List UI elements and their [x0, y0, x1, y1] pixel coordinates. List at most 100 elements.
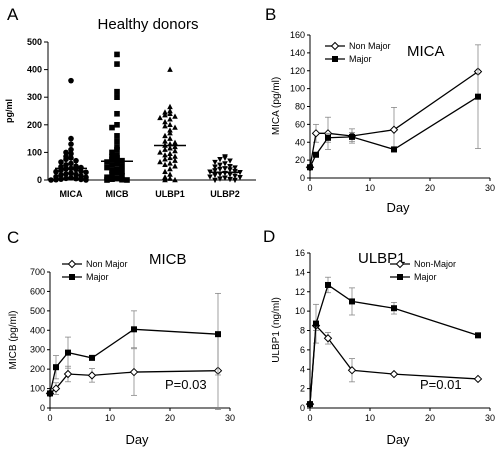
- panel-letter-b: B: [265, 5, 276, 24]
- panel-a-point-ulbp1: [167, 116, 173, 122]
- panel-a-point-mica: [68, 170, 74, 176]
- panel-a-point-micb: [114, 175, 120, 182]
- panel-a-point-ulbp2: [227, 158, 233, 164]
- panel-letter-c: C: [7, 228, 19, 247]
- panel-c-title: MICB: [149, 251, 187, 268]
- panel-b-x-tick-label: 0: [307, 183, 312, 193]
- panel-a-point-ulbp1: [167, 130, 173, 136]
- panel-a-point-mica: [58, 172, 64, 178]
- panel-a-point-micb: [114, 160, 120, 167]
- panel-c-y-axis-label: MICB (pg/ml): [8, 311, 19, 370]
- panel-a-category-label: ULBP1: [155, 189, 185, 199]
- panel-a-y-tick-label: 100: [27, 147, 42, 157]
- panel-a-point-ulbp2: [212, 164, 218, 170]
- panel-letter-a: A: [7, 5, 19, 24]
- panel-d-x-tick-label: 10: [365, 413, 375, 423]
- panel-a-point-ulbp1: [167, 110, 173, 116]
- panel-d-data-point: [347, 366, 357, 375]
- panel-a-point-ulbp2: [227, 163, 233, 170]
- panel-d-y-tick-label: 2: [300, 384, 305, 394]
- panel-d-x-tick-label: 30: [485, 413, 495, 423]
- panel-a-point-mica: [73, 157, 79, 164]
- panel-c-data-point: [215, 331, 221, 338]
- panel-a-point-ulbp1: [172, 147, 178, 154]
- panel-d-data-point: [323, 334, 333, 343]
- panel-a-point-micb: [124, 177, 130, 183]
- panel-d-y-axis-label: ULBP1 (ng/ml): [271, 297, 282, 363]
- panel-a-point-ulbp1: [162, 146, 168, 152]
- panel-a-point-ulbp1: [167, 150, 173, 157]
- panel-b-y-tick-label: 80: [295, 102, 305, 112]
- panel-a-point-micb: [109, 167, 115, 174]
- panel-a-point-mica: [48, 177, 54, 183]
- panel-a-category-label: MICA: [60, 189, 83, 199]
- panel-c-x-tick-label: 30: [225, 413, 235, 423]
- panel-a-point-mica: [53, 176, 59, 183]
- panel-a-point-mica: [73, 171, 79, 178]
- panel-c-series-1: [47, 292, 221, 397]
- panel-a-point-ulbp2: [222, 155, 228, 161]
- panel-a-point-ulbp1: [157, 149, 163, 155]
- panel-a-point-ulbp2: [222, 161, 228, 167]
- panel-d-series-1: [307, 276, 481, 408]
- panel-c-data-point: [47, 390, 53, 397]
- panel-c-data-point: [53, 364, 59, 371]
- panel-d-y-tick-label: 10: [295, 306, 305, 316]
- panel-a-y-tick-label: 500: [27, 37, 42, 47]
- panel-c-y-tick-label: 600: [30, 286, 45, 296]
- panel-a-point-mica: [63, 175, 69, 182]
- panel-a-point-ulbp1: [172, 139, 178, 145]
- panel-d-data-point: [307, 401, 313, 408]
- panel-b-y-tick-label: 60: [295, 119, 305, 129]
- panel-d-legend-label: Non-Major: [414, 259, 456, 269]
- panel-c-y-tick-label: 200: [30, 364, 45, 374]
- panel-a-point-micb: [119, 173, 125, 179]
- panel-d-y-tick-label: 12: [295, 287, 305, 297]
- panel-b-data-point: [307, 164, 313, 171]
- panel-d-legend-marker: [395, 259, 405, 269]
- panel-a-point-mica: [68, 141, 74, 147]
- panel-d-y-tick-label: 6: [300, 345, 305, 355]
- panel-d-x-tick-label: 20: [425, 413, 435, 423]
- panel-c-data-point: [87, 371, 97, 380]
- panel-a-point-micb: [114, 88, 120, 95]
- panel-a-point-micb: [114, 146, 120, 153]
- panel-a-point-mica: [63, 171, 69, 177]
- panel-b-legend-label: Non Major: [349, 41, 391, 51]
- panel-b-x-tick-label: 20: [425, 183, 435, 193]
- panel-b-y-tick-label: 20: [295, 155, 305, 165]
- panel-a-point-micb: [109, 156, 115, 163]
- panel-a-point-ulbp1: [167, 66, 173, 72]
- panel-a-point-micb: [114, 166, 120, 172]
- panel-d-data-point: [325, 281, 331, 288]
- panel-a-point-ulbp1: [157, 114, 163, 121]
- panel-c-data-point: [63, 369, 73, 379]
- panel-a-point-micb: [119, 168, 125, 175]
- panel-a-point-ulbp1: [167, 175, 173, 181]
- panel-c-y-tick-label: 0: [40, 403, 45, 413]
- panel-a-point-ulbp2: [212, 172, 218, 179]
- panel-a-point-ulbp1: [167, 165, 173, 172]
- panel-a-point-ulbp1: [167, 171, 173, 177]
- panel-a-point-mica: [78, 168, 84, 174]
- panel-a-point-ulbp2: [232, 177, 238, 184]
- panel-a-point-micb: [109, 149, 115, 156]
- panel-a-point-ulbp1: [172, 143, 178, 150]
- panel-a-point-ulbp2: [217, 162, 223, 168]
- panel-a-point-micb: [114, 110, 120, 117]
- panel-a-point-micb: [104, 159, 110, 165]
- panel-d-data-point: [313, 320, 319, 327]
- panel-a-point-ulbp2: [217, 157, 223, 163]
- panel-b-legend-label: Major: [349, 54, 372, 64]
- panel-a-point-ulbp1: [157, 158, 163, 165]
- panel-b-y-tick-label: 120: [290, 66, 305, 76]
- panel-a-title: Healthy donors: [98, 16, 199, 33]
- panel-c-data-point: [129, 367, 139, 377]
- panel-c-series-0: [45, 331, 223, 410]
- panel-a-point-ulbp1: [162, 168, 168, 174]
- panel-b-legend-marker: [330, 41, 340, 51]
- panel-a-point-micb: [119, 176, 125, 183]
- panel-c-y-tick-label: 400: [30, 325, 45, 335]
- panel-a-point-mica: [68, 146, 74, 153]
- panel-a-point-mica: [53, 168, 59, 175]
